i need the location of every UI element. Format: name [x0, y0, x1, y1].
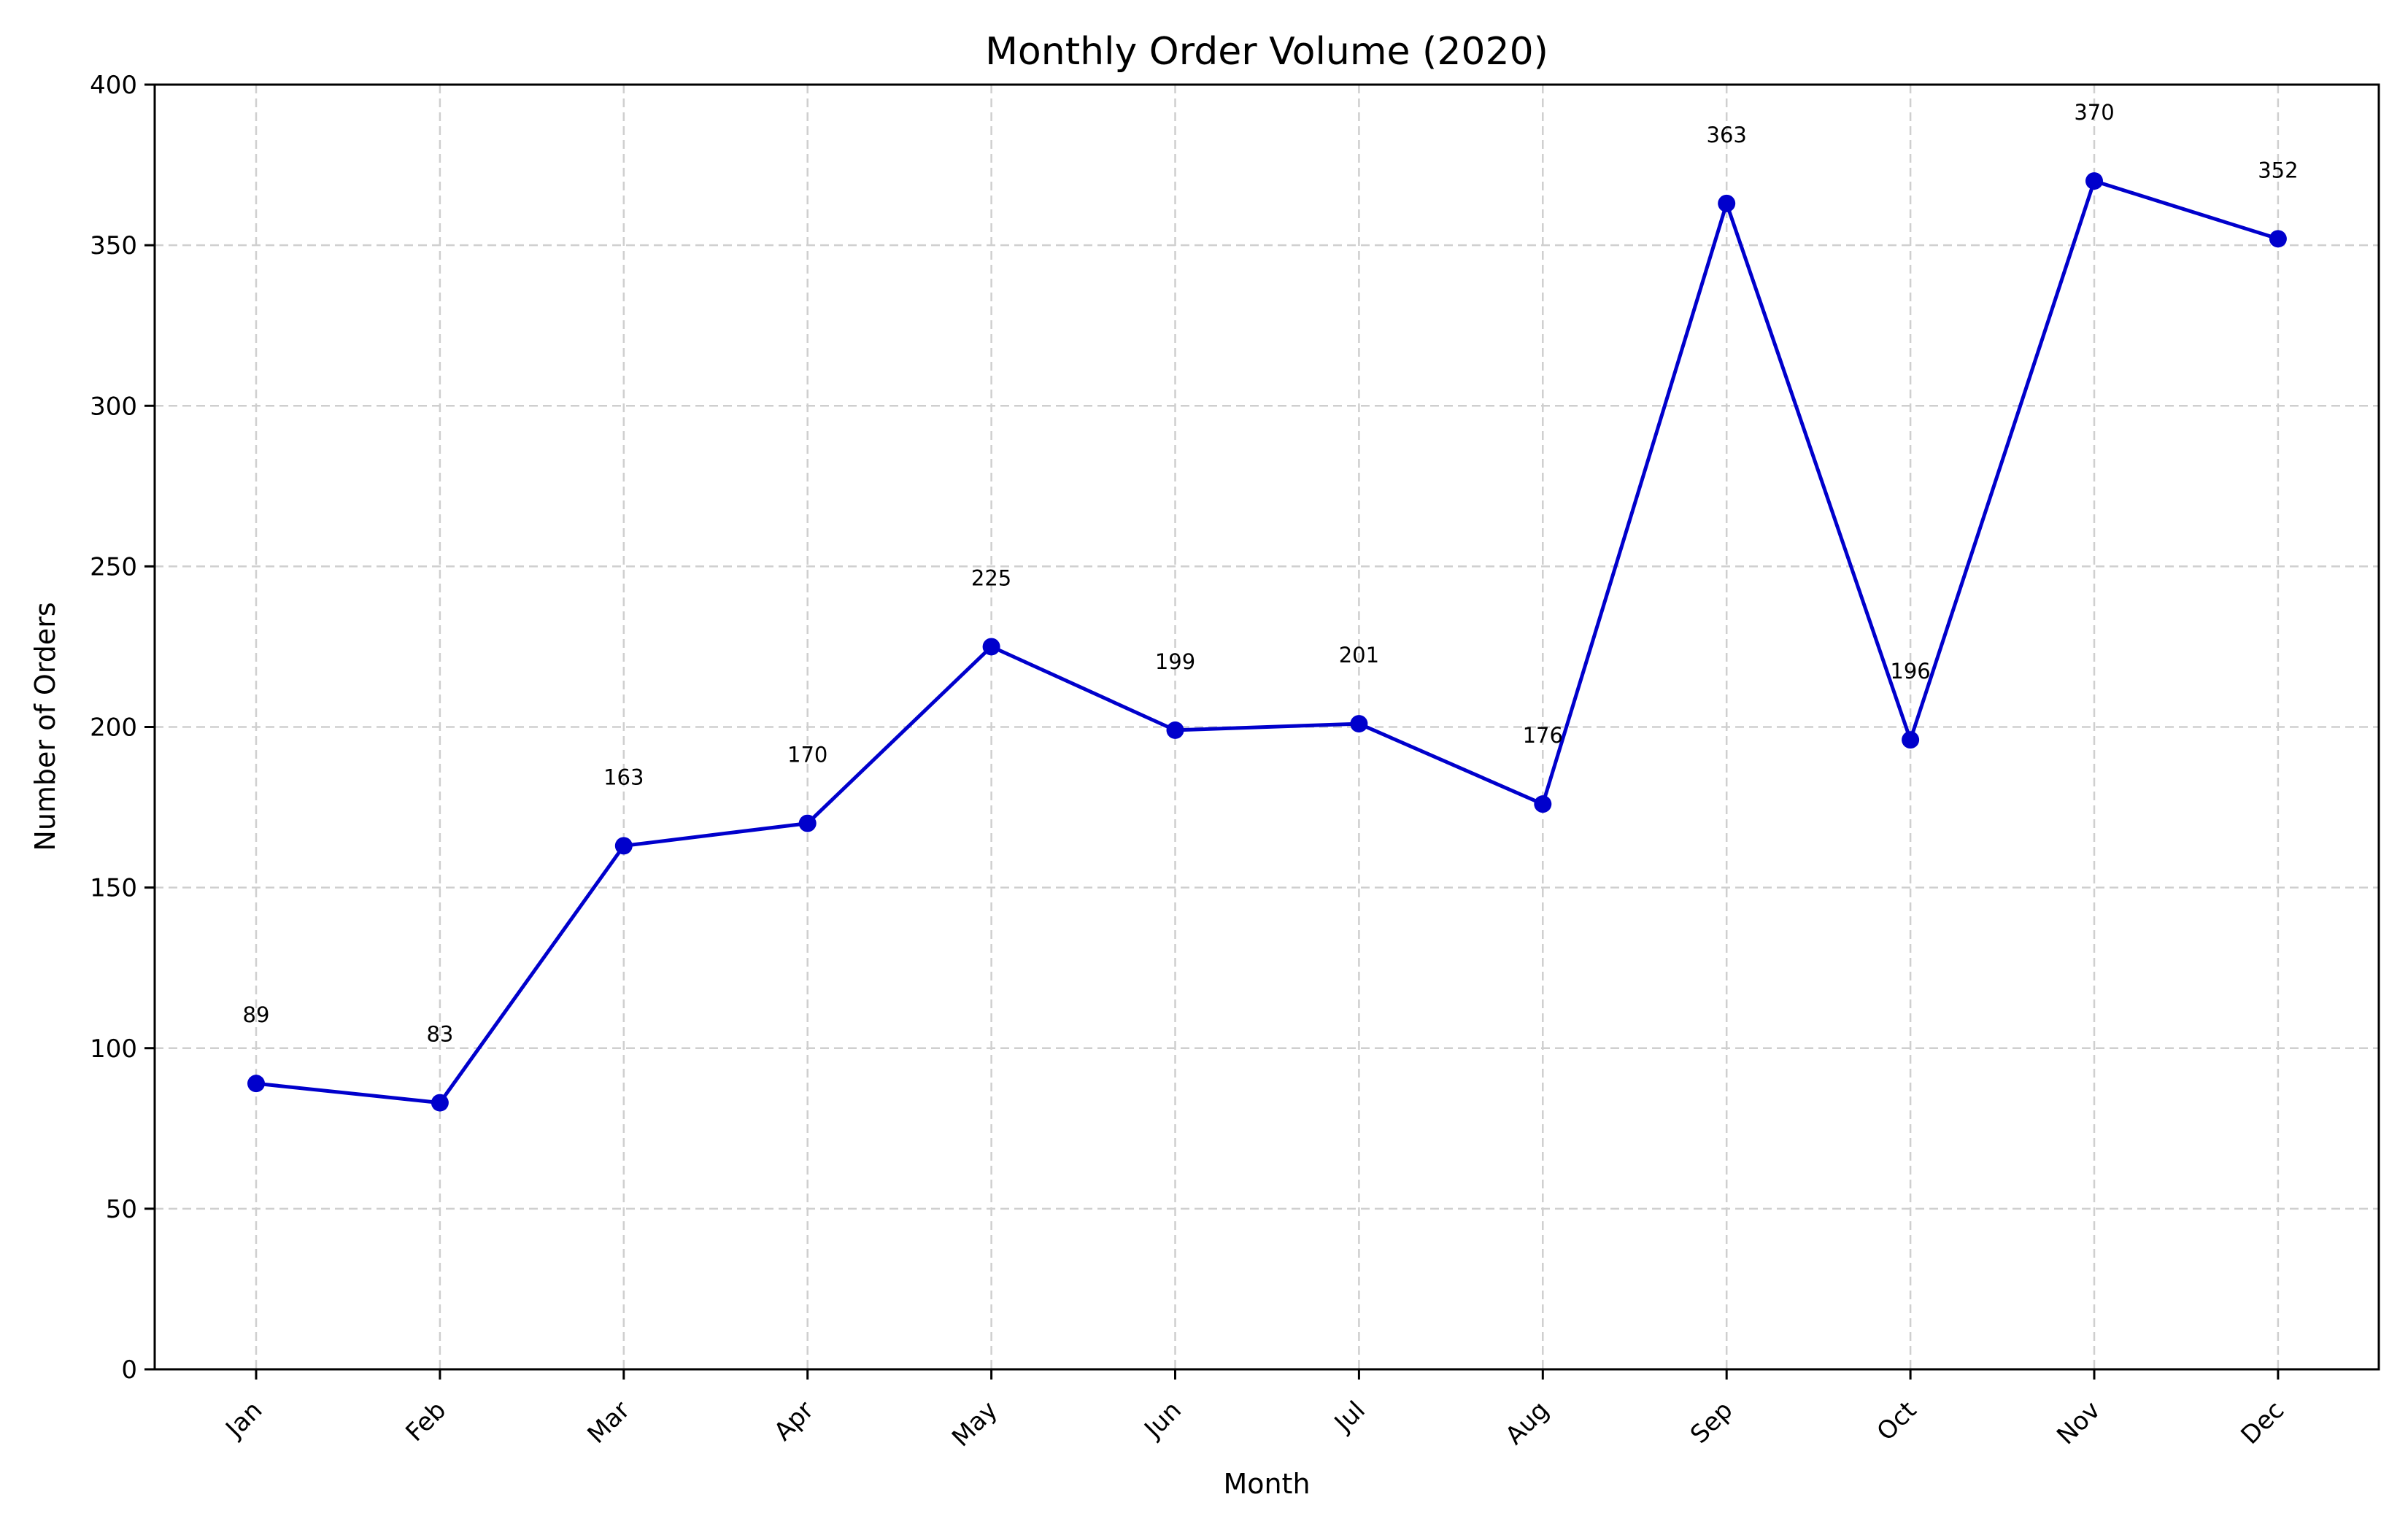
- markers: [247, 172, 2287, 1112]
- y-tick-label: 150: [90, 874, 137, 903]
- y-axis-title: Number of Orders: [29, 602, 61, 851]
- y-tick-label: 300: [90, 392, 137, 421]
- data-label: 196: [1890, 659, 1930, 684]
- data-point: [1534, 795, 1552, 813]
- data-label: 170: [787, 743, 827, 767]
- data-point: [431, 1094, 449, 1112]
- data-label: 201: [1339, 643, 1379, 668]
- y-tick-label: 100: [90, 1034, 137, 1064]
- data-label: 83: [426, 1022, 453, 1047]
- x-axis-title: Month: [1223, 1468, 1310, 1500]
- data-label: 199: [1155, 649, 1195, 674]
- data-point: [1350, 715, 1368, 733]
- data-point: [247, 1075, 265, 1093]
- data-point: [1166, 721, 1184, 739]
- y-tick-label: 400: [90, 71, 137, 100]
- data-point: [798, 814, 817, 832]
- data-point: [614, 837, 633, 855]
- data-label: 225: [971, 565, 1011, 590]
- y-tick-label: 50: [106, 1195, 137, 1224]
- y-tick-label: 200: [90, 713, 137, 743]
- y-axis: 0 50 100 150 200 250 300 350 400: [90, 71, 155, 1385]
- y-tick-label: 0: [121, 1355, 137, 1385]
- data-point: [982, 638, 1000, 656]
- data-label: 370: [2074, 100, 2114, 125]
- series-line: [255, 179, 2279, 1105]
- chart-title: Monthly Order Volume (2020): [985, 30, 1548, 74]
- data-point: [2269, 230, 2287, 248]
- data-labels: 89 83 163 170 225 199 201 176 363 196 370 352: [243, 100, 2299, 1047]
- grid: [155, 83, 2379, 1371]
- y-tick-label: 250: [90, 552, 137, 581]
- series-layer: [255, 179, 2279, 1105]
- data-label: 89: [243, 1002, 270, 1027]
- data-label: 352: [2258, 158, 2298, 182]
- data-point: [1718, 194, 1736, 212]
- data-label: 363: [1707, 123, 1747, 147]
- data-label: 176: [1523, 723, 1563, 748]
- data-label: 163: [603, 765, 644, 789]
- y-tick-label: 350: [90, 231, 137, 260]
- data-point: [1902, 731, 1920, 749]
- data-point: [2085, 172, 2103, 190]
